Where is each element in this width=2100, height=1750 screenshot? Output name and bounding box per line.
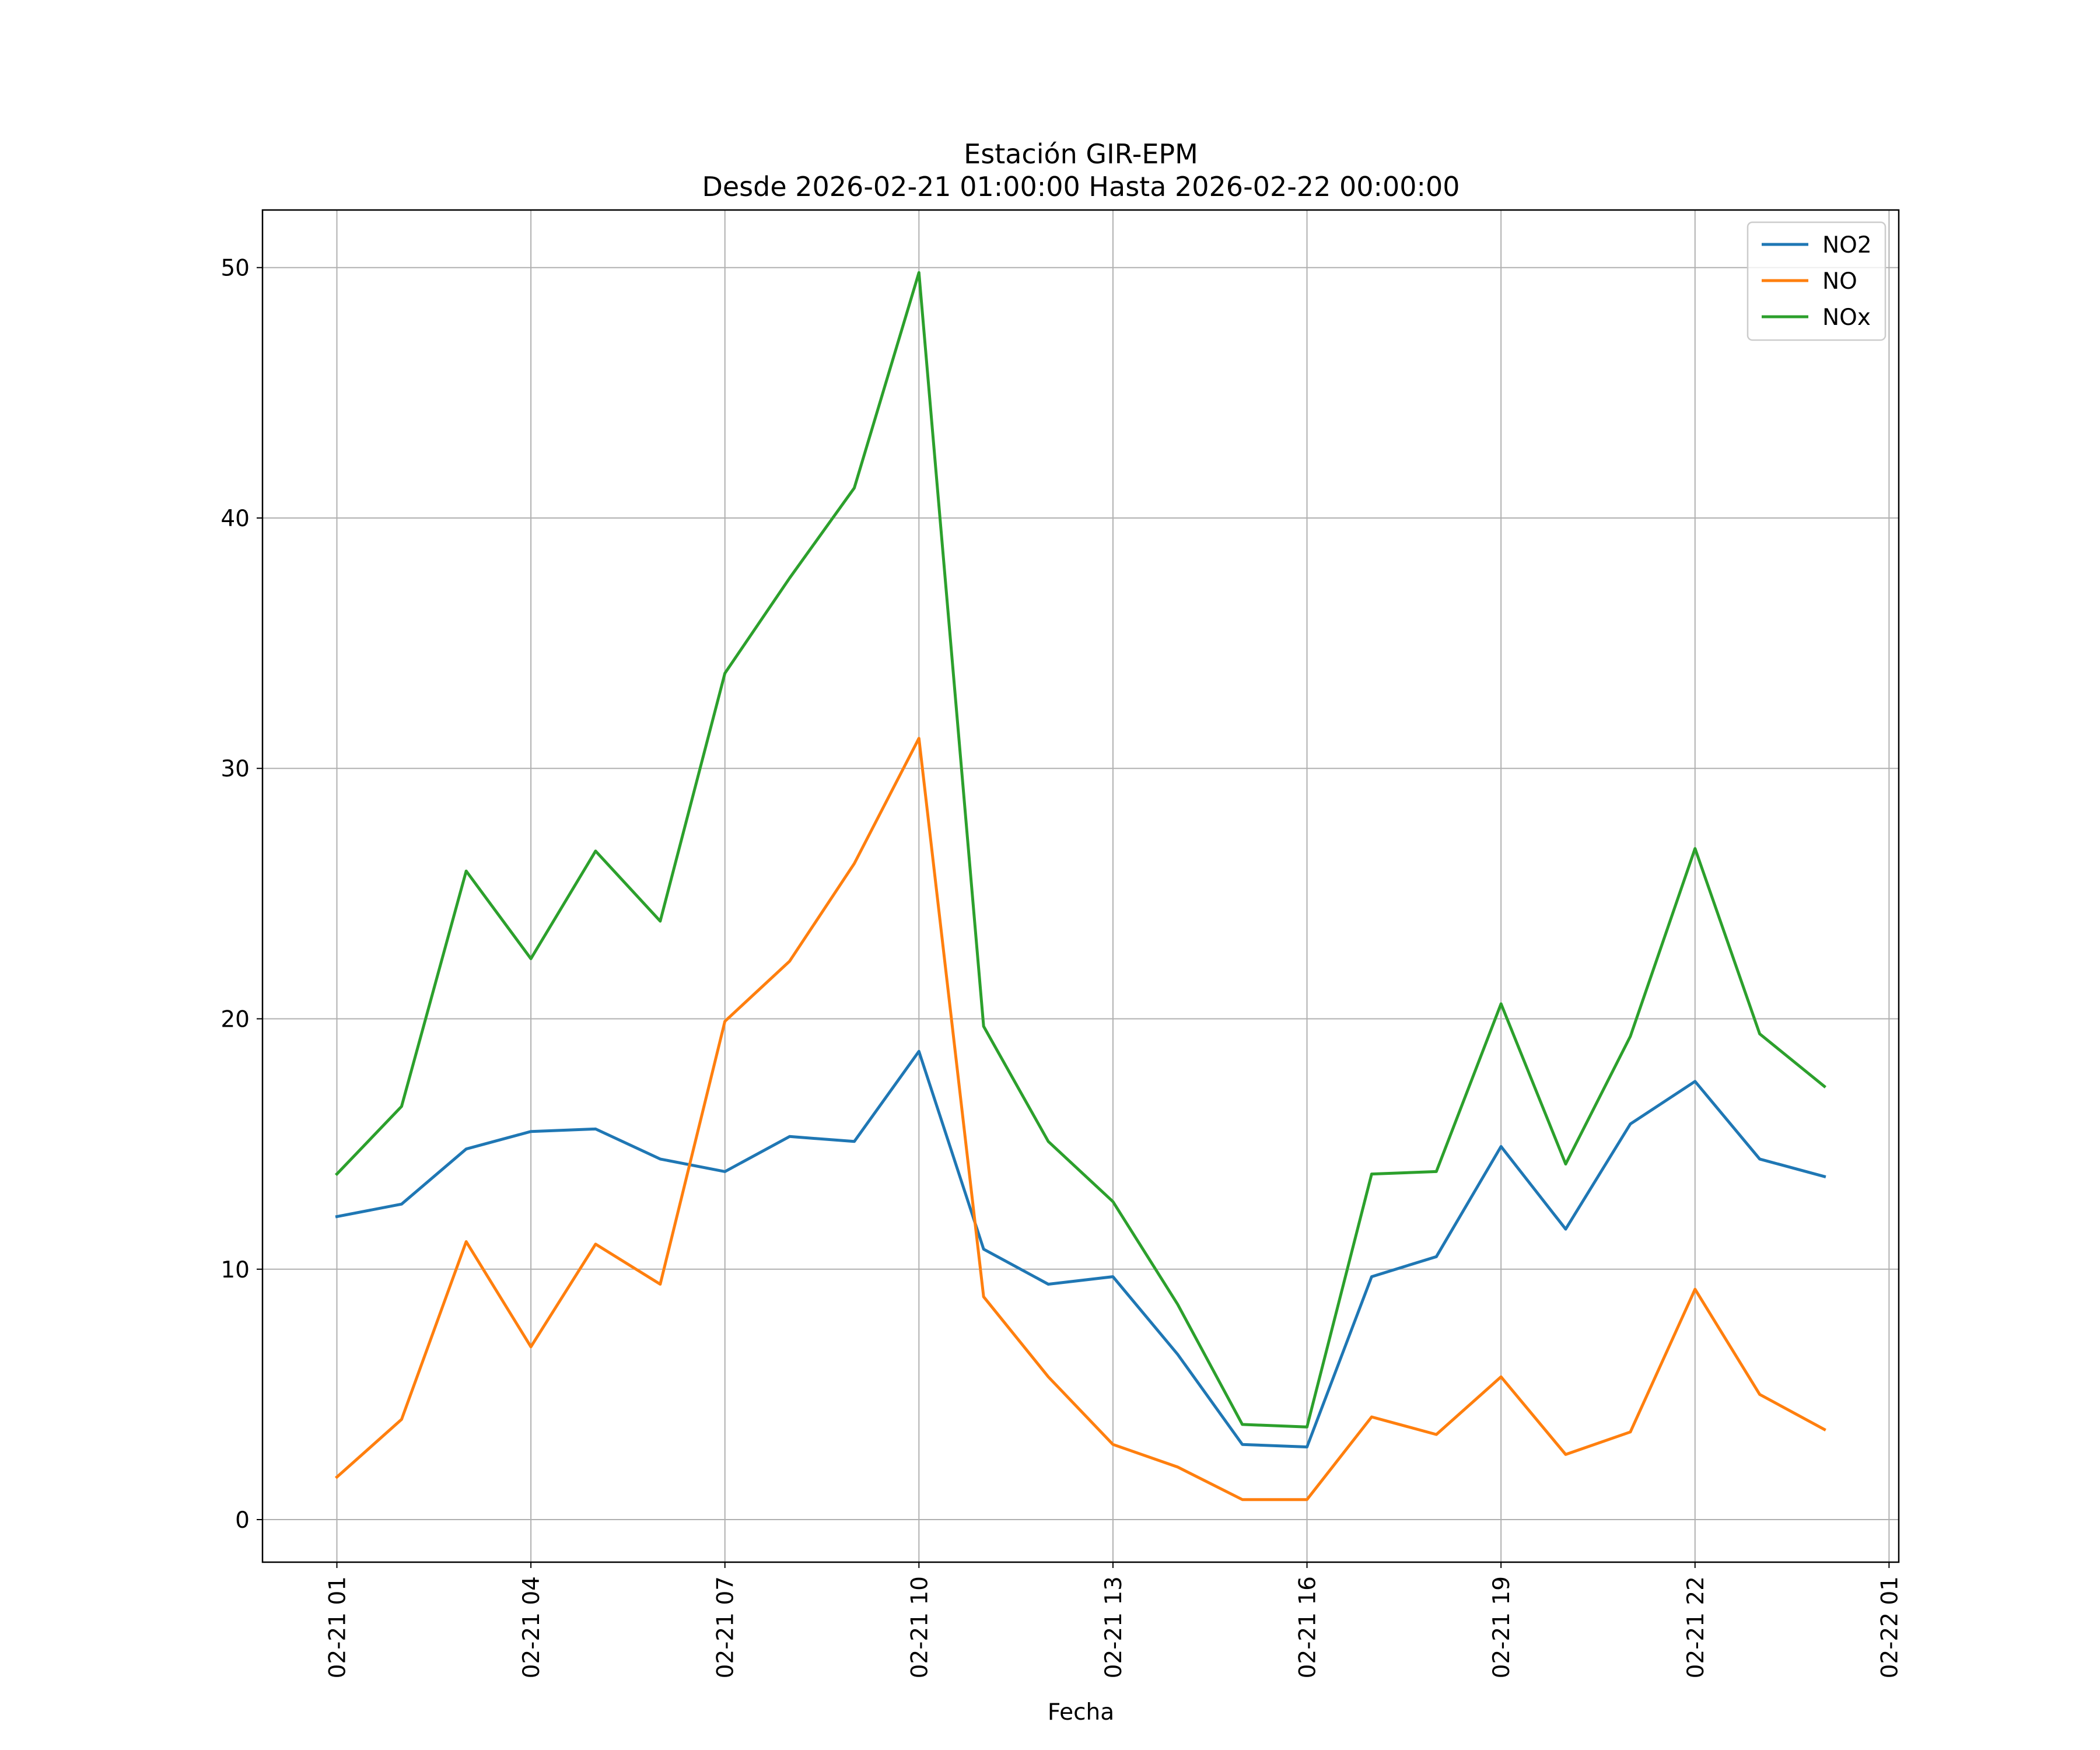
y-tick-label-40: 40: [220, 506, 250, 532]
x-tick-label-02-22-01: 02-22 01: [1877, 1576, 1903, 1678]
series-lines: [334, 271, 1827, 1502]
x-tick-label-02-21-19: 02-21 19: [1489, 1576, 1515, 1678]
legend-box: [1746, 221, 1887, 341]
x-tick-label-02-21-10: 02-21 10: [907, 1576, 933, 1678]
y-tick-label-20: 20: [220, 1007, 250, 1033]
legend-label-no2: NO2: [1822, 232, 1872, 258]
y-tick-label-10: 10: [220, 1257, 250, 1283]
x-tick-label-02-21-01: 02-21 01: [325, 1576, 351, 1678]
x-tick-label-02-21-04: 02-21 04: [519, 1576, 545, 1678]
grid: [262, 210, 1899, 1562]
plot-area-frame: [261, 209, 1900, 1563]
x-tick-label-02-21-13: 02-21 13: [1101, 1576, 1127, 1678]
x-axis: 02-21 01 02-21 04 02-21 07 02-21 10 02-21 13…: [325, 1562, 1903, 1678]
legend-label-nox: NOx: [1822, 304, 1871, 331]
chart-subtitle: Desde 2026-02-21 01:00:00 Hasta 2026-02-…: [702, 171, 1460, 202]
series-line-no2: [335, 1049, 1826, 1448]
series-line-nox: [334, 271, 1827, 1429]
y-tick-label-30: 30: [220, 756, 250, 782]
x-tick-label-02-21-22: 02-21 22: [1683, 1576, 1709, 1678]
y-tick-label-50: 50: [220, 256, 250, 282]
x-axis-label: Fecha: [1048, 1699, 1114, 1726]
series-line-no: [334, 737, 1826, 1502]
chart-title: Estación GIR-EPM: [964, 138, 1198, 170]
y-axis: 0 10 20 30 40 50: [220, 256, 262, 1534]
x-tick-label-02-21-07: 02-21 07: [713, 1576, 739, 1678]
y-tick-label-0: 0: [235, 1507, 250, 1534]
legend-label-no: NO: [1822, 268, 1857, 295]
x-tick-label-02-21-16: 02-21 16: [1295, 1576, 1321, 1678]
legend: NO2 NO NOx: [1746, 221, 1887, 341]
